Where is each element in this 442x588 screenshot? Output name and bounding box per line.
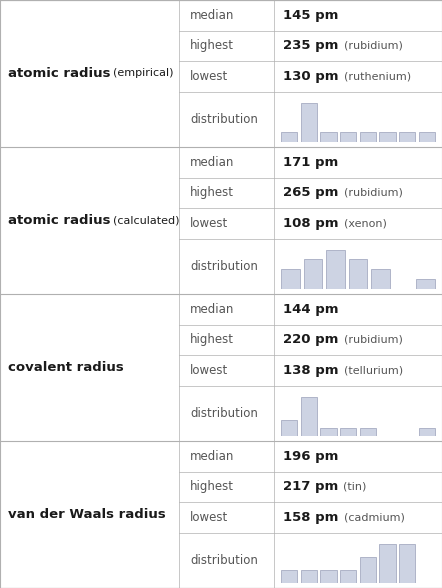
Text: lowest: lowest (190, 364, 229, 377)
Text: median: median (190, 450, 234, 463)
Text: (empirical): (empirical) (113, 68, 173, 79)
Text: atomic radius: atomic radius (8, 67, 111, 80)
Text: (xenon): (xenon) (344, 219, 387, 229)
Text: van der Waals radius: van der Waals radius (8, 508, 166, 521)
Text: 158 pm: 158 pm (283, 511, 338, 524)
Text: covalent radius: covalent radius (8, 361, 124, 374)
Text: lowest: lowest (190, 70, 229, 83)
Text: 138 pm: 138 pm (283, 364, 339, 377)
Text: lowest: lowest (190, 511, 229, 524)
Text: (cadmium): (cadmium) (343, 513, 404, 523)
Text: 217 pm: 217 pm (283, 480, 338, 493)
Text: 145 pm: 145 pm (283, 9, 338, 22)
Text: 144 pm: 144 pm (283, 303, 339, 316)
Text: distribution: distribution (190, 260, 258, 273)
Text: (rubidium): (rubidium) (343, 188, 402, 198)
Text: highest: highest (190, 480, 234, 493)
Text: (rubidium): (rubidium) (343, 41, 402, 51)
Text: 171 pm: 171 pm (283, 156, 338, 169)
Text: (tellurium): (tellurium) (344, 366, 403, 376)
Text: 130 pm: 130 pm (283, 70, 339, 83)
Text: (calculated): (calculated) (113, 215, 179, 226)
Text: (rubidium): (rubidium) (343, 335, 402, 345)
Text: 220 pm: 220 pm (283, 333, 338, 346)
Text: distribution: distribution (190, 407, 258, 420)
Text: median: median (190, 303, 234, 316)
Text: median: median (190, 9, 234, 22)
Text: median: median (190, 156, 234, 169)
Text: distribution: distribution (190, 113, 258, 126)
Text: highest: highest (190, 39, 234, 52)
Text: 265 pm: 265 pm (283, 186, 338, 199)
Text: distribution: distribution (190, 554, 258, 567)
Text: atomic radius: atomic radius (8, 214, 111, 227)
Text: (ruthenium): (ruthenium) (344, 72, 411, 82)
Text: 235 pm: 235 pm (283, 39, 338, 52)
Text: 196 pm: 196 pm (283, 450, 338, 463)
Text: lowest: lowest (190, 217, 229, 230)
Text: 108 pm: 108 pm (283, 217, 339, 230)
Text: (tin): (tin) (343, 482, 367, 492)
Text: highest: highest (190, 186, 234, 199)
Text: highest: highest (190, 333, 234, 346)
